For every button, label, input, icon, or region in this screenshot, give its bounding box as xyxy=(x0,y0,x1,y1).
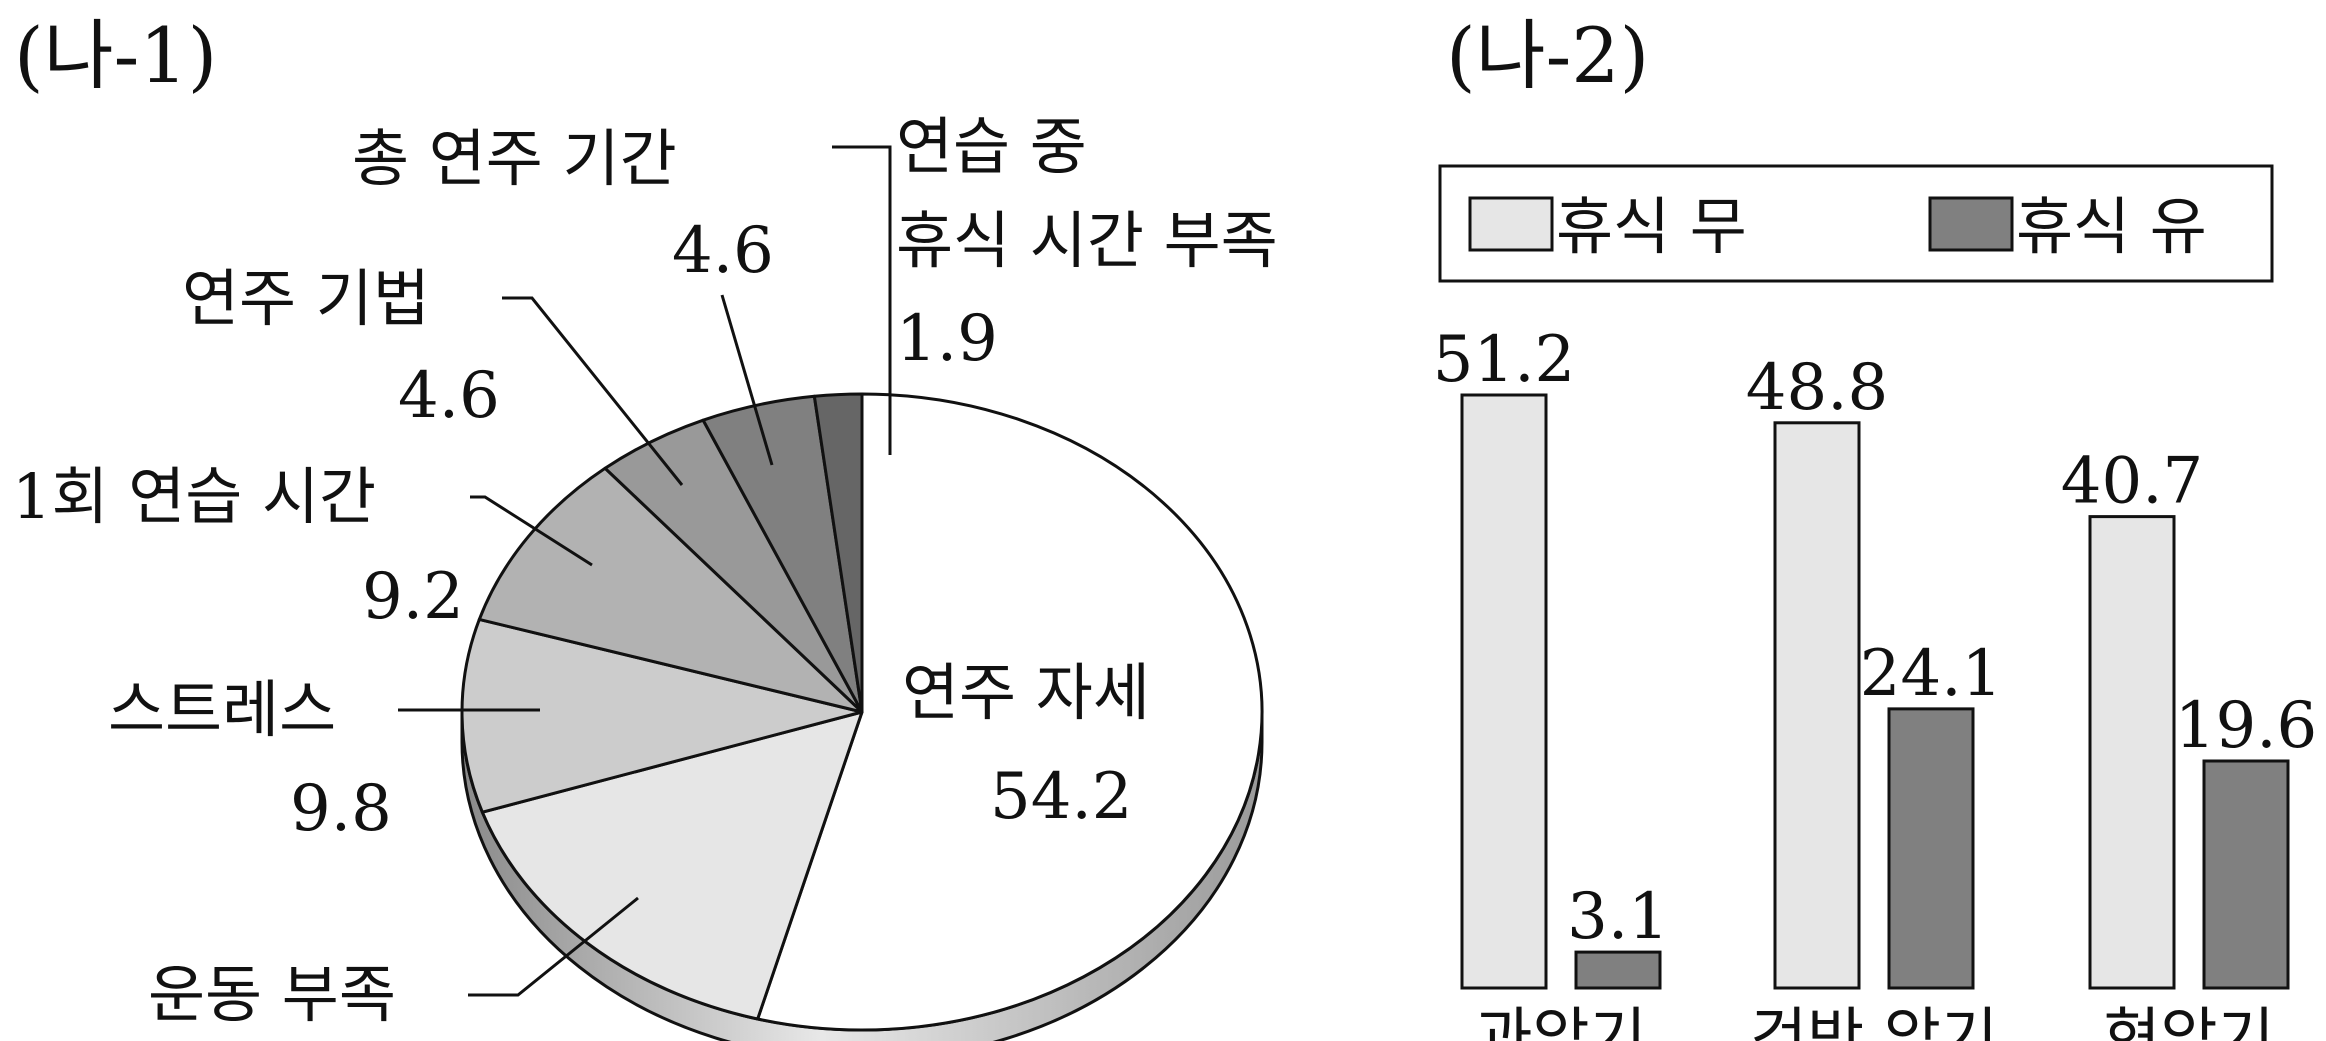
bar-value-label-no-break-1: 48.8 xyxy=(1746,351,1889,425)
bar-value-label-break-2: 19.6 xyxy=(2175,689,2318,763)
leader-line-technique xyxy=(502,296,684,486)
pie-slice-1 xyxy=(480,710,864,1021)
pie-value-total-period: 4.6 xyxy=(672,214,774,288)
pie-label-technique: 연주 기법 xyxy=(182,262,430,335)
bar-no-break-1 xyxy=(1773,421,1861,990)
pie-label-breaks-line2: 휴식 시간 부족 xyxy=(896,204,1278,277)
legend-swatch-break xyxy=(1928,196,2014,252)
pie-slice-2 xyxy=(460,617,864,814)
pie-chart-title: (나-1) xyxy=(14,11,217,100)
bar-no-break-0 xyxy=(1460,393,1548,990)
bar-category-label-1: 건반 악기 xyxy=(1750,1000,1998,1041)
bar-no-break-2 xyxy=(2088,515,2176,990)
pie-value-posture: 54.2 xyxy=(990,760,1133,834)
pie-slice-6 xyxy=(812,392,864,714)
leader-line-practice-time xyxy=(470,495,593,567)
legend-label-break: 휴식 유 xyxy=(2016,190,2207,263)
leader-line-exercise xyxy=(468,896,639,997)
pie-label-posture: 연주 자세 xyxy=(902,656,1150,729)
bar-break-0 xyxy=(1574,950,1662,990)
leader-line-total-period xyxy=(720,294,774,466)
pie-value-breaks: 1.9 xyxy=(896,302,998,376)
pie-slices xyxy=(460,392,1264,1032)
bar-break-2 xyxy=(2202,759,2290,990)
pie-value-stress: 9.8 xyxy=(290,772,392,846)
bar-series: 51.2 3.1 과악기 48.8 24.1 건반 악기 40.7 19.6 현악기 xyxy=(1433,323,2318,1041)
pie-label-exercise: 운동 부족 xyxy=(148,958,396,1031)
legend-box xyxy=(1438,164,2274,283)
bar-value-label-no-break-0: 51.2 xyxy=(1433,323,1576,397)
pie-chart xyxy=(460,392,1264,1041)
leader-line-breaks xyxy=(832,145,892,455)
pie-label-total-period: 총 연주 기간 xyxy=(352,122,677,195)
pie-slice-3 xyxy=(477,466,864,714)
bar-break-1 xyxy=(1887,707,1975,990)
bar-category-label-0: 과악기 xyxy=(1475,1000,1646,1041)
pie-leader-lines xyxy=(398,145,892,997)
pie-label-breaks-line1: 연습 중 xyxy=(896,110,1087,183)
pie-slice-0 xyxy=(756,392,1264,1032)
legend-swatch-no-break xyxy=(1468,196,1554,252)
bar-chart-title: (나-2) xyxy=(1446,11,1649,100)
pie-value-technique: 4.6 xyxy=(398,359,500,433)
bar-category-label-2: 현악기 xyxy=(2103,1000,2274,1041)
pie-label-stress: 스트레스 xyxy=(108,673,336,746)
legend-label-no-break: 휴식 무 xyxy=(1556,190,1747,263)
bar-value-label-break-0: 3.1 xyxy=(1567,880,1669,954)
pie-label-practice-time: 1회 연습 시간 xyxy=(12,460,376,533)
bar-legend: 휴식 무 휴식 유 xyxy=(1438,164,2274,283)
bar-value-label-no-break-2: 40.7 xyxy=(2061,445,2204,519)
pie-value-practice-time: 9.2 xyxy=(362,560,464,634)
bar-value-label-break-1: 24.1 xyxy=(1860,637,2003,711)
